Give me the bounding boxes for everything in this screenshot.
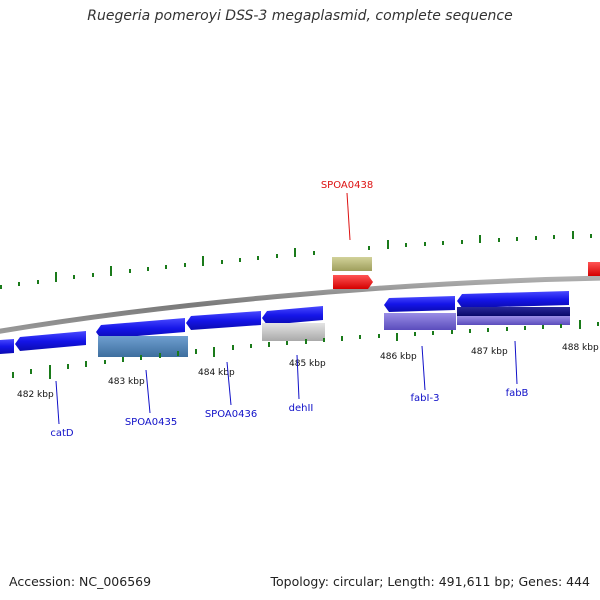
- gene-label-catd[interactable]: catD: [50, 428, 74, 439]
- gene-label-spoa0435[interactable]: SPOA0435: [125, 417, 177, 428]
- ruler-label: 482 kbp: [17, 390, 54, 400]
- gene-label-fabi3[interactable]: fabI-3: [411, 393, 440, 404]
- leader-line-fabb: [514, 340, 518, 385]
- gene-feature-fabb-lower-dark[interactable]: [457, 307, 570, 316]
- gene-feature-fabi3-lower[interactable]: [384, 313, 456, 330]
- map-title: Ruegeria pomeroyi DSS-3 megaplasmid, com…: [87, 8, 513, 24]
- gene-label-fabb[interactable]: fabB: [506, 388, 529, 399]
- gene-feature-edge-right[interactable]: [588, 262, 600, 276]
- gene-feature-spoa0435-lower[interactable]: [98, 336, 188, 357]
- gene-feature-fabi3[interactable]: [384, 296, 455, 312]
- gene-feature-spoa0438-upper[interactable]: [332, 257, 372, 271]
- ruler-label: 483 kbp: [108, 377, 145, 387]
- reverse-features: [0, 291, 570, 357]
- gene-feature-spoa0435[interactable]: [96, 318, 185, 339]
- gene-feature-spoa0436[interactable]: [186, 311, 261, 330]
- gene-feature-catd[interactable]: [15, 331, 86, 351]
- gene-label-spoa0436[interactable]: SPOA0436: [205, 409, 257, 420]
- ruler-label: 488 kbp: [562, 343, 599, 353]
- forward-features: [332, 257, 600, 289]
- gene-labels: SPOA0438 catD SPOA0435 SPOA0436 dehII fa…: [50, 180, 528, 439]
- gene-feature-spoa0438-arrow[interactable]: [333, 275, 373, 289]
- ruler-label: 486 kbp: [380, 352, 417, 362]
- gene-feature-fabb-lower-light[interactable]: [457, 316, 570, 325]
- gene-label-dehii[interactable]: dehII: [289, 403, 314, 414]
- gene-label-spoa0438[interactable]: SPOA0438: [321, 180, 373, 191]
- leader-line-catd: [55, 380, 60, 425]
- leader-line-dehii: [296, 354, 300, 400]
- ruler-label: 484 kbp: [198, 368, 235, 378]
- gene-feature-fabb[interactable]: [457, 291, 569, 308]
- leader-line-spoa0438: [346, 192, 351, 241]
- inner-tick-row: [12, 320, 599, 379]
- gene-feature-dehii-lower[interactable]: [262, 323, 325, 341]
- ruler-labels: 482 kbp 483 kbp 484 kbp 485 kbp 486 kbp …: [17, 343, 599, 400]
- leader-line-fabi3: [421, 345, 426, 391]
- gene-feature-left-edge[interactable]: [0, 339, 14, 354]
- sequence-backbone: [0, 275, 600, 334]
- ruler-label: 487 kbp: [471, 347, 508, 357]
- outer-tick-row: [0, 231, 592, 289]
- leader-lines: [55, 192, 518, 425]
- accession-text: Accession: NC_006569: [9, 574, 152, 589]
- ruler-label: 485 kbp: [289, 359, 326, 369]
- gene-feature-dehii[interactable]: [262, 306, 323, 325]
- topology-summary: Topology: circular; Length: 491,611 bp; …: [270, 574, 591, 589]
- leader-line-spoa0436: [226, 361, 232, 406]
- leader-line-spoa0435: [145, 369, 151, 414]
